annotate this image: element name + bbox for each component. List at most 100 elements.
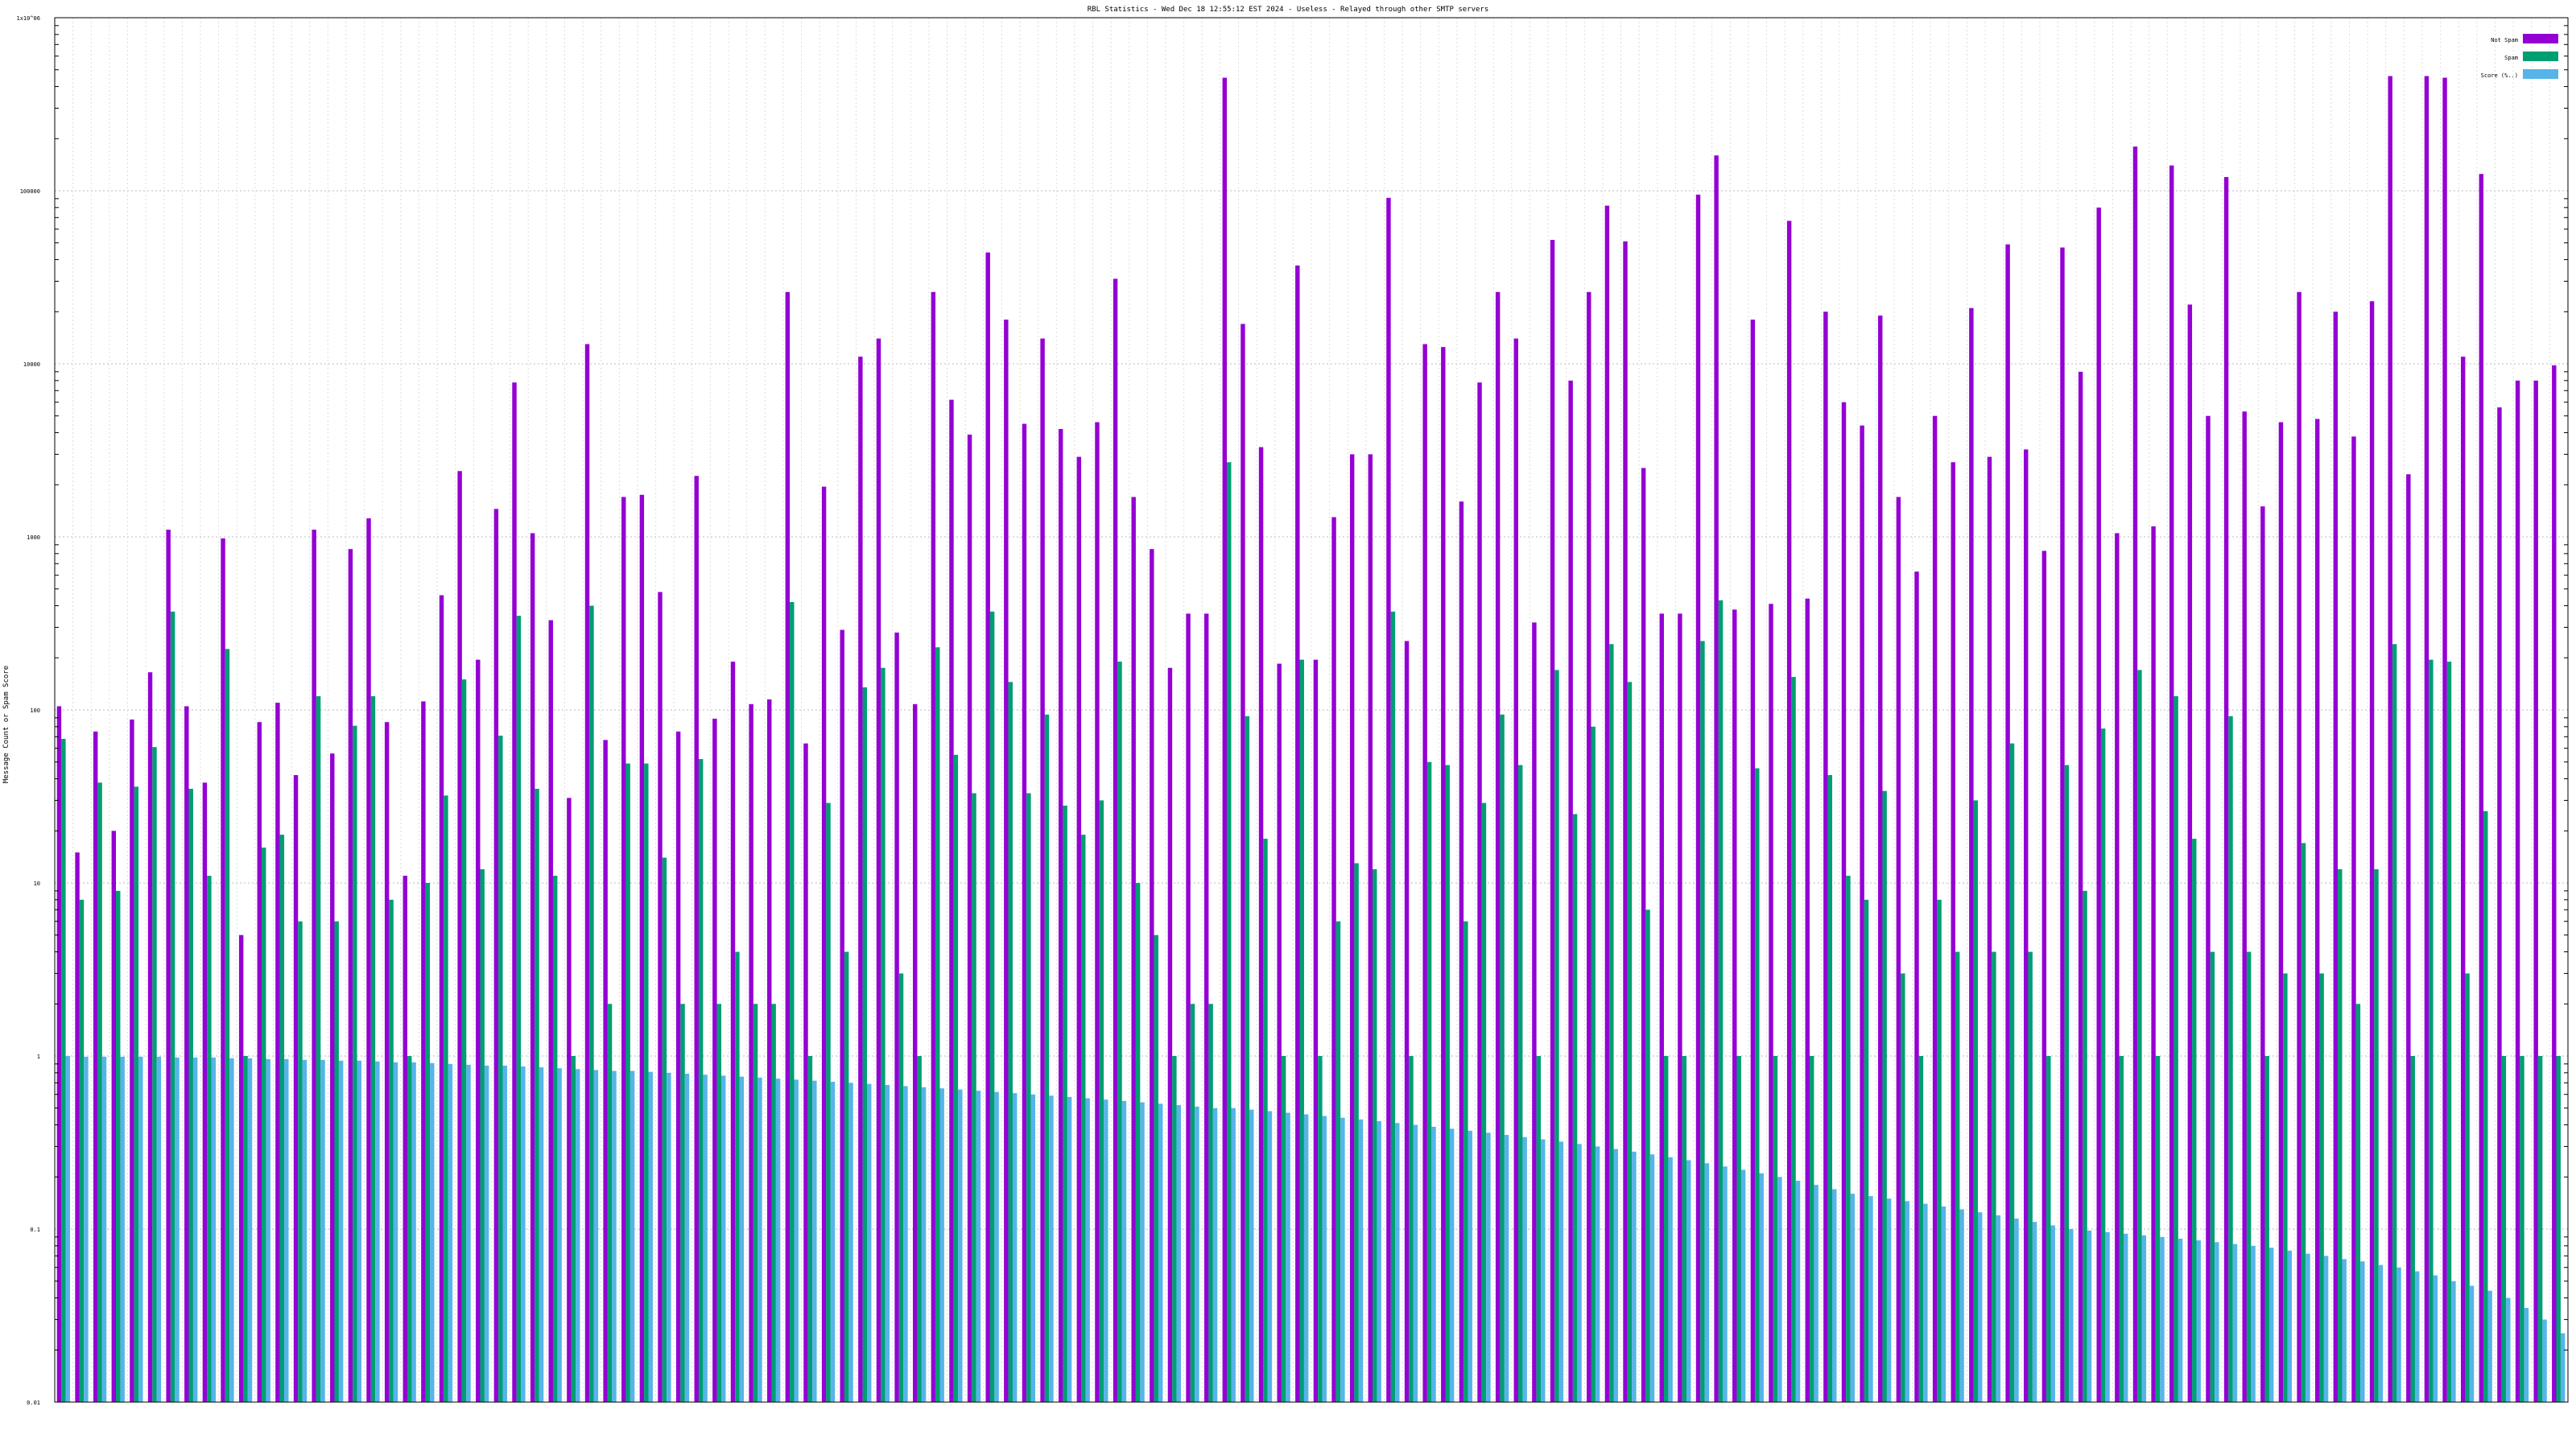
bar-not-spam <box>1987 456 1992 1402</box>
bar-spam <box>2228 716 2233 1402</box>
bar-not-spam <box>567 798 572 1402</box>
bar-score <box>1049 1095 1054 1402</box>
bar-spam <box>1918 1056 1924 1402</box>
legend-swatch <box>2523 52 2558 61</box>
bar-score <box>284 1058 289 1402</box>
bar-spam <box>1227 462 1232 1402</box>
bar-spam <box>2100 728 2106 1402</box>
bar-score <box>1558 1141 1564 1402</box>
bar-spam <box>2028 951 2033 1402</box>
bar-spam <box>2520 1056 2524 1402</box>
bar-score <box>1468 1130 1472 1402</box>
bar-not-spam <box>2242 411 2247 1402</box>
bar-spam <box>771 1004 776 1402</box>
bar-not-spam <box>949 399 954 1402</box>
bar-spam <box>1518 765 1523 1402</box>
bar-spam <box>1335 921 1341 1402</box>
bar-not-spam <box>1349 454 1355 1403</box>
bar-score <box>430 1062 435 1402</box>
bar-score <box>1286 1112 1290 1402</box>
bar-not-spam <box>348 549 353 1403</box>
bar-score <box>1158 1103 1163 1402</box>
bar-score <box>1740 1169 1746 1402</box>
bar-spam <box>1937 899 1942 1402</box>
bar-score <box>2232 1244 2238 1402</box>
bar-spam <box>753 1004 758 1402</box>
bar-score <box>266 1058 270 1402</box>
bar-score <box>302 1059 308 1402</box>
bar-not-spam <box>1750 320 1756 1402</box>
y-tick-label: 1x10^06 <box>16 15 40 22</box>
bar-not-spam <box>821 486 827 1402</box>
bar-not-spam <box>1295 265 1300 1403</box>
bar-spam <box>535 789 539 1402</box>
bar-spam <box>2355 1004 2361 1402</box>
bar-spam <box>389 899 394 1402</box>
bar-score <box>1212 1108 1218 1402</box>
bar-spam <box>170 611 175 1402</box>
bar-not-spam <box>785 291 791 1402</box>
bar-not-spam <box>1678 613 1682 1402</box>
bar-spam <box>1955 951 1960 1402</box>
bar-score <box>1030 1094 1036 1402</box>
bar-not-spam <box>2041 551 2047 1402</box>
bar-score <box>1340 1117 1345 1402</box>
bar-spam <box>370 695 376 1402</box>
bar-not-spam <box>803 743 808 1402</box>
bar-spam <box>207 876 212 1402</box>
bar-spam <box>1245 716 1250 1402</box>
y-tick-label: 100 <box>30 707 40 714</box>
bar-not-spam <box>2060 247 2065 1402</box>
bar-not-spam <box>2078 371 2083 1403</box>
bar-not-spam <box>2460 357 2466 1403</box>
bar-spam <box>735 951 740 1402</box>
bar-spam <box>607 1004 613 1402</box>
bar-spam <box>1445 765 1450 1402</box>
bar-spam <box>1882 790 1887 1402</box>
bar-spam <box>1500 714 1505 1402</box>
bar-score <box>192 1057 198 1402</box>
bar-spam <box>1081 835 1086 1402</box>
bar-score <box>1322 1116 1327 1402</box>
bar-spam <box>571 1056 576 1402</box>
bar-spam <box>1190 1004 1195 1402</box>
bar-score <box>2196 1240 2201 1402</box>
bar-spam <box>1627 682 1633 1402</box>
bar-spam <box>2556 1056 2561 1402</box>
bar-spam <box>1700 641 1705 1402</box>
bar-score <box>1377 1121 1381 1402</box>
bar-not-spam <box>1076 456 1082 1402</box>
bar-score <box>2268 1248 2274 1402</box>
bar-not-spam <box>1331 517 1336 1402</box>
bar-not-spam <box>894 632 899 1402</box>
bar-not-spam <box>639 494 645 1402</box>
bar-spam <box>2319 973 2324 1402</box>
bar-spam <box>1755 768 1760 1402</box>
bar-not-spam <box>293 775 299 1402</box>
legend-swatch <box>2523 69 2558 79</box>
bar-not-spam <box>658 592 663 1402</box>
bar-score <box>1923 1203 1928 1402</box>
bar-score <box>1085 1098 1090 1402</box>
bar-not-spam <box>1441 347 1446 1402</box>
bar-score <box>247 1058 253 1402</box>
bar-not-spam <box>1131 497 1136 1403</box>
bar-not-spam <box>1568 380 1573 1403</box>
bar-score <box>156 1056 162 1402</box>
bar-not-spam <box>1495 291 1501 1402</box>
bar-score <box>1522 1136 1527 1402</box>
bar-not-spam <box>1532 622 1537 1402</box>
bar-spam <box>1063 805 1067 1402</box>
bar-score <box>2378 1264 2384 1402</box>
bar-spam <box>826 802 831 1402</box>
legend-swatch <box>2523 34 2558 43</box>
y-tick-label: 1 <box>37 1054 40 1060</box>
bar-spam <box>698 759 704 1402</box>
bars-layer <box>56 76 2566 1403</box>
bar-not-spam <box>1550 240 1555 1402</box>
bar-spam <box>1736 1056 1741 1402</box>
bar-score <box>2487 1290 2492 1402</box>
bar-spam <box>353 725 357 1402</box>
bar-spam <box>2064 765 2070 1402</box>
